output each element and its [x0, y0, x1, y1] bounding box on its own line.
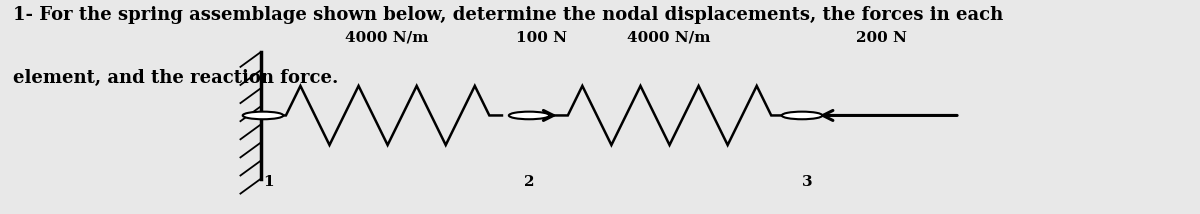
Circle shape — [781, 112, 822, 119]
Text: 4000 N/m: 4000 N/m — [346, 31, 428, 45]
Text: 100 N: 100 N — [516, 31, 568, 45]
Text: 1: 1 — [263, 175, 274, 189]
Text: 1- For the spring assemblage shown below, determine the nodal displacements, the: 1- For the spring assemblage shown below… — [13, 6, 1003, 24]
Text: 2: 2 — [524, 175, 534, 189]
Text: element, and the reaction force.: element, and the reaction force. — [13, 69, 338, 87]
Circle shape — [509, 112, 550, 119]
Text: 200 N: 200 N — [856, 31, 906, 45]
Text: 3: 3 — [803, 175, 812, 189]
Circle shape — [242, 112, 283, 119]
Text: 4000 N/m: 4000 N/m — [628, 31, 710, 45]
